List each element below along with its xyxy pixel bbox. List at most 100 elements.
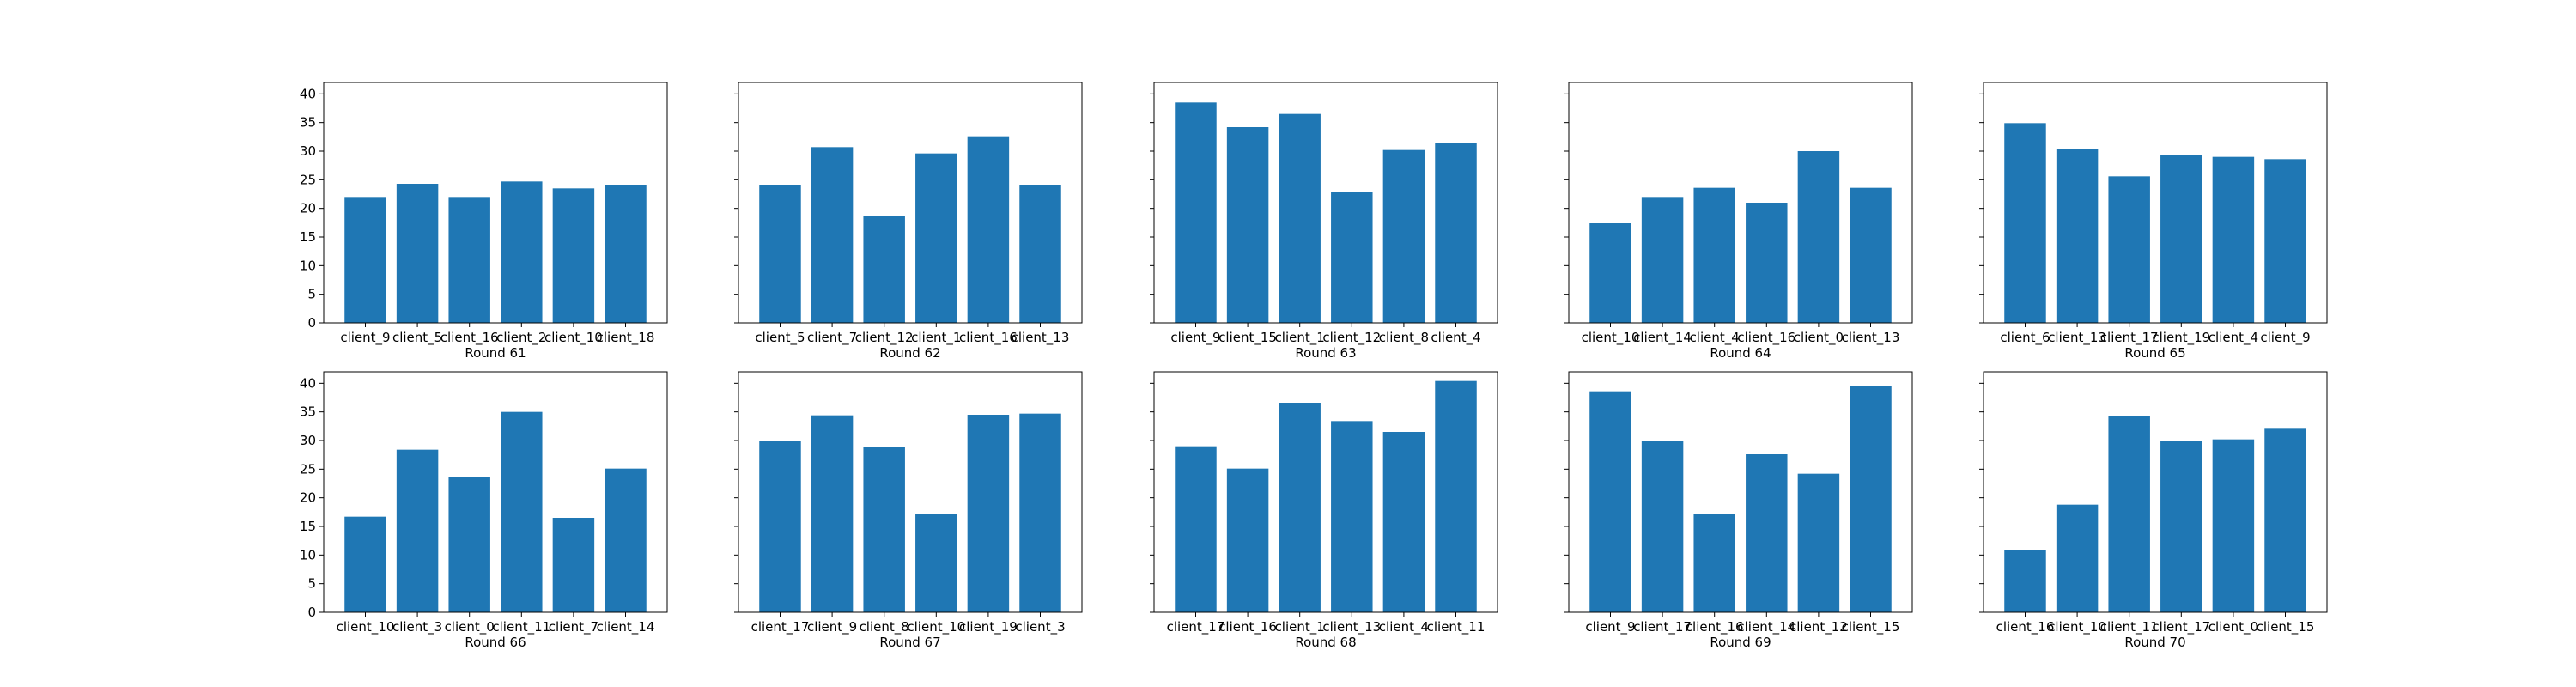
x-tick-label: client_7 <box>549 619 598 635</box>
x-tick-label: client_19 <box>2152 330 2210 346</box>
bar <box>1641 197 1684 323</box>
bar <box>2160 155 2202 323</box>
bar <box>344 516 386 612</box>
bar <box>552 518 595 612</box>
bar <box>1589 391 1631 612</box>
y-tick-label: 25 <box>300 461 316 477</box>
x-tick-label: client_16 <box>1218 619 1277 635</box>
y-tick-label: 5 <box>307 576 316 592</box>
bar <box>759 185 801 323</box>
x-tick-label: client_14 <box>1737 619 1795 635</box>
x-tick-label: client_12 <box>1322 330 1381 346</box>
x-tick-label: client_12 <box>1789 619 1848 635</box>
x-tick-label: client_7 <box>807 330 857 346</box>
x-tick-label: client_10 <box>2048 619 2106 635</box>
x-tick-label: client_16 <box>1737 330 1795 346</box>
bar <box>2212 439 2255 612</box>
x-tick-label: client_12 <box>855 330 914 346</box>
bar <box>863 447 905 612</box>
x-tick-label: client_5 <box>755 330 805 346</box>
bar <box>1435 143 1477 323</box>
bar <box>1175 102 1217 323</box>
subplot-4: client_10client_14client_4client_16clien… <box>1564 82 1913 361</box>
bar <box>2056 504 2099 612</box>
x-tick-label: client_13 <box>2048 330 2106 346</box>
bar <box>1019 413 1061 612</box>
x-tick-label: client_13 <box>1842 330 1900 346</box>
x-tick-label: client_13 <box>1322 619 1381 635</box>
x-tick-label: client_4 <box>1690 330 1740 346</box>
x-tick-label: client_15 <box>1842 619 1900 635</box>
y-tick-label: 35 <box>300 404 316 420</box>
x-tick-label: client_4 <box>1379 619 1429 635</box>
subplot-9: client_9client_17client_16client_14clien… <box>1564 371 1913 650</box>
bar <box>1693 187 1735 323</box>
bar <box>396 449 439 612</box>
bar <box>1746 203 1788 323</box>
bar <box>1746 454 1788 612</box>
x-tick-label: client_17 <box>1167 619 1225 635</box>
x-tick-label: client_4 <box>1431 330 1480 346</box>
x-axis-label: Round 69 <box>1710 635 1771 650</box>
axes-frame <box>323 82 668 324</box>
y-tick-label: 10 <box>300 547 316 562</box>
x-tick-label: client_2 <box>496 330 546 346</box>
bar <box>501 411 543 612</box>
bar <box>1435 380 1477 612</box>
bar <box>1331 421 1373 612</box>
x-tick-label: client_9 <box>807 619 857 635</box>
x-tick-label: client_3 <box>1015 619 1065 635</box>
x-tick-label: client_10 <box>544 330 603 346</box>
y-tick-label: 5 <box>307 287 316 302</box>
bar <box>967 415 1010 612</box>
x-tick-label: client_16 <box>1996 619 2055 635</box>
y-tick-label: 20 <box>300 490 316 506</box>
bar <box>1226 468 1269 612</box>
bar <box>1797 473 1840 612</box>
bar <box>915 153 957 323</box>
bar <box>967 136 1010 323</box>
x-axis-label: Round 64 <box>1710 345 1771 361</box>
bar <box>2108 176 2150 323</box>
axes-frame <box>323 371 668 613</box>
x-tick-label: client_13 <box>1012 330 1070 346</box>
x-tick-label: client_1 <box>1275 330 1325 346</box>
bar <box>1382 432 1425 612</box>
x-tick-label: client_3 <box>392 619 442 635</box>
y-tick-label: 35 <box>300 115 316 131</box>
x-tick-label: client_17 <box>1633 619 1692 635</box>
x-tick-label: client_16 <box>1686 619 1744 635</box>
bar <box>552 188 595 323</box>
x-tick-label: client_0 <box>1794 330 1844 346</box>
subplot-5: client_6client_13client_17client_19clien… <box>1979 82 2328 361</box>
x-axis-label: Round 61 <box>465 345 526 361</box>
x-axis-label: Round 67 <box>879 635 940 650</box>
subplot-8: client_17client_16client_1client_13clien… <box>1150 371 1498 650</box>
x-tick-label: client_14 <box>597 619 655 635</box>
x-tick-label: client_18 <box>597 330 655 346</box>
x-tick-label: client_17 <box>2100 330 2159 346</box>
axes-frame <box>1983 371 2328 613</box>
x-tick-label: client_10 <box>337 619 395 635</box>
subplot-1: client_9 client_5client_16client_2client_… <box>300 82 668 361</box>
x-tick-label: client_14 <box>1633 330 1692 346</box>
y-tick-label: 40 <box>300 375 316 391</box>
y-tick-label: 15 <box>300 229 316 245</box>
bar <box>759 441 801 612</box>
bar <box>1226 127 1269 323</box>
x-tick-label: client_17 <box>751 619 810 635</box>
bar <box>1850 187 1892 323</box>
bar <box>1331 192 1373 323</box>
bar <box>396 184 439 323</box>
x-tick-label: client_9 <box>340 330 390 346</box>
x-tick-label: client_19 <box>959 619 1018 635</box>
x-tick-label: client_10 <box>1582 330 1640 346</box>
x-tick-label: client_16 <box>959 330 1018 346</box>
bar <box>2056 149 2099 323</box>
bar <box>501 181 543 323</box>
x-axis-label: Round 65 <box>2124 345 2185 361</box>
bar <box>1279 403 1321 612</box>
x-tick-label: client_15 <box>2257 619 2315 635</box>
bar <box>448 197 490 323</box>
